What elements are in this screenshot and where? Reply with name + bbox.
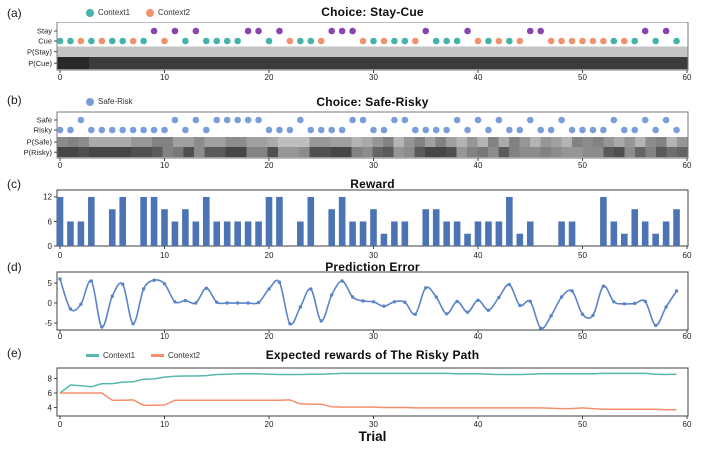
svg-text:30: 30 xyxy=(369,420,378,429)
svg-text:0: 0 xyxy=(48,299,53,308)
svg-text:10: 10 xyxy=(160,251,169,260)
svg-text:40: 40 xyxy=(474,332,483,341)
reward-plot: 0 6 12 0 10 20 30 40 50 60 xyxy=(43,189,692,260)
panel-label-e: (e) xyxy=(7,346,22,360)
svg-text:50: 50 xyxy=(578,332,587,341)
title-prediction-error: Prediction Error xyxy=(325,260,420,274)
panel-label-b: (b) xyxy=(7,93,22,107)
expected-rewards-plot: 4 6 8 0 10 20 30 40 50 60 xyxy=(48,367,692,429)
svg-text:10: 10 xyxy=(160,161,169,170)
legend-item-safe-risk: Safe-Risk xyxy=(86,97,133,106)
svg-text:Stay: Stay xyxy=(37,27,52,36)
svg-text:P(Stay): P(Stay) xyxy=(27,47,53,56)
svg-text:60: 60 xyxy=(683,332,692,341)
svg-text:0: 0 xyxy=(58,73,63,82)
svg-text:10: 10 xyxy=(160,332,169,341)
legend-a: Context1 Context2 xyxy=(86,8,190,17)
panel-label-c: (c) xyxy=(7,177,21,191)
svg-text:4: 4 xyxy=(48,403,53,412)
legend-e: Context1 Context2 xyxy=(86,351,200,360)
svg-text:0: 0 xyxy=(58,161,63,170)
svg-text:20: 20 xyxy=(265,251,274,260)
svg-text:50: 50 xyxy=(578,73,587,82)
svg-text:20: 20 xyxy=(265,161,274,170)
svg-text:0: 0 xyxy=(58,420,63,429)
svg-text:40: 40 xyxy=(474,420,483,429)
svg-text:40: 40 xyxy=(474,251,483,260)
legend-item-e-context2: Context2 xyxy=(151,351,200,360)
svg-text:5: 5 xyxy=(48,279,53,288)
svg-text:50: 50 xyxy=(578,420,587,429)
svg-text:0: 0 xyxy=(58,332,63,341)
title-reward: Reward xyxy=(350,177,395,191)
legend-item-context2: Context2 xyxy=(146,8,190,17)
safe-risk-dot-icon xyxy=(86,97,94,106)
svg-text:50: 50 xyxy=(578,161,587,170)
svg-text:40: 40 xyxy=(474,73,483,82)
legend-item-context1: Context1 xyxy=(86,8,130,17)
context2-line-icon xyxy=(151,354,165,357)
context1-dot-icon xyxy=(86,8,94,17)
title-expected-rewards: Expected rewards of The Risky Path xyxy=(265,348,480,362)
svg-text:60: 60 xyxy=(683,73,692,82)
legend-label-e-context1: Context1 xyxy=(103,351,136,360)
svg-text:50: 50 xyxy=(578,251,587,260)
svg-text:40: 40 xyxy=(474,161,483,170)
svg-text:60: 60 xyxy=(683,161,692,170)
svg-text:P(Safe): P(Safe) xyxy=(27,138,53,147)
svg-text:30: 30 xyxy=(369,161,378,170)
svg-text:20: 20 xyxy=(265,420,274,429)
svg-text:30: 30 xyxy=(369,73,378,82)
svg-text:60: 60 xyxy=(683,251,692,260)
svg-text:60: 60 xyxy=(683,420,692,429)
svg-text:6: 6 xyxy=(48,217,53,226)
svg-text:30: 30 xyxy=(369,251,378,260)
svg-text:8: 8 xyxy=(48,374,53,383)
svg-text:0: 0 xyxy=(58,251,63,260)
legend-item-e-context1: Context1 xyxy=(86,351,135,360)
svg-text:Safe: Safe xyxy=(37,116,52,125)
svg-text:10: 10 xyxy=(160,73,169,82)
svg-text:Risky: Risky xyxy=(34,126,53,135)
svg-text:0: 0 xyxy=(48,242,53,251)
svg-text:Cue: Cue xyxy=(38,37,52,46)
svg-text:12: 12 xyxy=(43,193,52,202)
legend-label-context2: Context2 xyxy=(158,8,191,17)
panel-label-d: (d) xyxy=(7,260,22,274)
svg-text:6: 6 xyxy=(48,389,53,398)
panel-label-a: (a) xyxy=(7,6,22,20)
legend-label-e-context2: Context2 xyxy=(168,351,201,360)
svg-text:20: 20 xyxy=(265,73,274,82)
context1-line-icon xyxy=(86,354,99,357)
svg-text:-5: -5 xyxy=(45,319,53,328)
legend-b: Safe-Risk xyxy=(86,97,133,106)
svg-text:20: 20 xyxy=(265,332,274,341)
legend-label-context1: Context1 xyxy=(98,8,131,17)
context2-dot-icon xyxy=(146,8,155,17)
svg-text:30: 30 xyxy=(369,332,378,341)
title-safe-risky: Choice: Safe-Risky xyxy=(316,95,429,109)
title-stay-cue: Choice: Stay-Cue xyxy=(321,5,424,19)
svg-text:10: 10 xyxy=(160,420,169,429)
legend-label-safe-risk: Safe-Risk xyxy=(98,97,133,106)
svg-text:P(Risky): P(Risky) xyxy=(24,148,53,157)
svg-text:P(Cue): P(Cue) xyxy=(28,59,52,68)
x-axis-label: Trial xyxy=(358,429,387,444)
